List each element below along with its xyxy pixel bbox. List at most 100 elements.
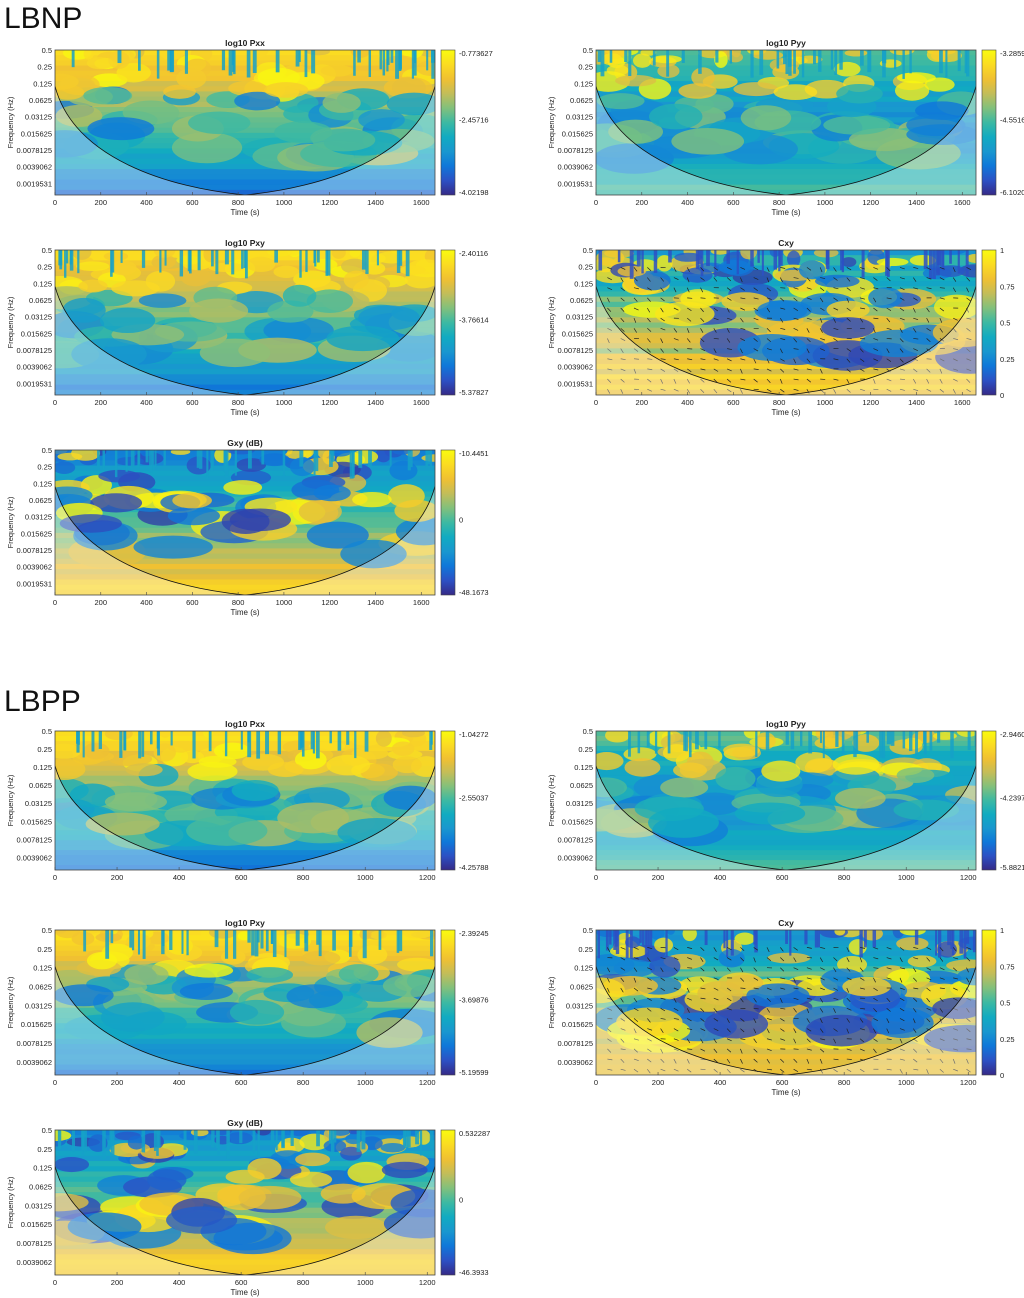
phase-arrow bbox=[713, 317, 719, 321]
heatmap-row bbox=[55, 740, 435, 747]
heatmap-spike bbox=[419, 1130, 423, 1156]
phase-arrow bbox=[966, 1008, 970, 1013]
heatmap-spike bbox=[228, 50, 233, 76]
plot-frame bbox=[595, 249, 977, 396]
phase-arrow bbox=[766, 977, 772, 981]
phase-arrow bbox=[886, 277, 891, 282]
panel-title: Gxy (dB) bbox=[227, 1118, 263, 1128]
phase-arrow bbox=[753, 1028, 757, 1034]
phase-arrow bbox=[779, 378, 783, 384]
heatmap-blob bbox=[842, 976, 891, 997]
heatmap-blob bbox=[370, 930, 387, 940]
phase-arrow bbox=[806, 378, 812, 383]
y-tick-label: 0.03125 bbox=[25, 113, 52, 122]
phase-arrow bbox=[620, 307, 625, 312]
heatmap-spike bbox=[959, 930, 964, 954]
y-tick-label: 0.5 bbox=[583, 46, 593, 55]
phase-arrow bbox=[873, 338, 879, 341]
heatmap-blob bbox=[894, 80, 930, 101]
heatmap-field bbox=[596, 50, 976, 195]
phase-arrow bbox=[700, 1008, 705, 1013]
heatmap-spike bbox=[398, 930, 403, 952]
phase-arrow bbox=[859, 1038, 865, 1043]
phase-arrow bbox=[607, 327, 612, 331]
heatmap-blob bbox=[923, 1025, 976, 1053]
phase-arrow bbox=[660, 378, 664, 384]
phase-arrow bbox=[660, 307, 664, 313]
heatmap-blob bbox=[833, 61, 861, 77]
phase-arrow bbox=[820, 977, 825, 981]
phase-arrow bbox=[633, 1028, 637, 1034]
phase-arrow bbox=[607, 358, 613, 361]
phase-arrow bbox=[833, 1068, 838, 1073]
phase-arrow bbox=[926, 1007, 932, 1011]
phase-arrow bbox=[673, 368, 679, 372]
phase-arrow bbox=[647, 957, 651, 962]
phase-arrow bbox=[859, 317, 864, 323]
heatmap-spike bbox=[757, 250, 760, 263]
heatmap-blob bbox=[734, 932, 756, 945]
heatmap-spike bbox=[695, 250, 700, 270]
phase-arrow bbox=[780, 1018, 785, 1022]
y-axis-label: Frequency (Hz) bbox=[6, 496, 15, 548]
phase-arrow bbox=[806, 1068, 812, 1071]
phase-arrow bbox=[899, 277, 905, 280]
heatmap-spike bbox=[714, 250, 717, 278]
y-tick-label: 0.0078125 bbox=[17, 146, 52, 155]
y-axis-label: Frequency (Hz) bbox=[547, 976, 556, 1028]
heatmap-blob bbox=[289, 1130, 310, 1137]
phase-arrow bbox=[620, 1068, 626, 1071]
phase-arrow bbox=[620, 977, 625, 982]
heatmap-row bbox=[55, 950, 435, 957]
colorbar-tick-label: -48.1673 bbox=[459, 588, 489, 597]
phase-arrow bbox=[793, 297, 798, 302]
heatmap-row bbox=[596, 840, 976, 847]
phase-arrow bbox=[607, 348, 612, 353]
phase-arrow bbox=[660, 287, 665, 292]
phase-arrow bbox=[806, 358, 811, 363]
phase-arrow bbox=[793, 1028, 797, 1034]
y-tick-label: 0.25 bbox=[37, 1145, 52, 1154]
heatmap-blob bbox=[798, 260, 826, 280]
phase-arrow bbox=[687, 997, 692, 1001]
y-tick-label: 0.25 bbox=[37, 945, 52, 954]
heatmap-spike bbox=[841, 731, 845, 755]
phase-arrow bbox=[673, 957, 679, 961]
phase-arrow bbox=[607, 378, 612, 383]
heatmap-blob bbox=[299, 1133, 330, 1151]
heatmap-spike bbox=[337, 731, 342, 751]
colorbar bbox=[440, 449, 456, 596]
phase-arrow bbox=[700, 368, 706, 371]
heatmap-spike bbox=[224, 250, 229, 265]
phase-arrow bbox=[740, 957, 745, 962]
heatmap-row bbox=[55, 169, 435, 176]
phase-arrow bbox=[846, 378, 850, 384]
colorbar bbox=[981, 249, 997, 396]
heatmap-spike bbox=[597, 50, 602, 63]
y-tick-label: 0.03125 bbox=[566, 1001, 593, 1010]
phase-arrow bbox=[607, 1048, 612, 1053]
phase-arrow bbox=[873, 277, 878, 281]
heatmap-spike bbox=[685, 731, 688, 752]
phase-arrow bbox=[700, 1028, 706, 1031]
heatmap-spike bbox=[668, 250, 672, 263]
heatmap-row bbox=[55, 1064, 435, 1071]
heatmap-spike bbox=[284, 930, 287, 958]
colorbar-tick-label: 0 bbox=[459, 1196, 463, 1205]
heatmap-field bbox=[596, 731, 976, 870]
y-axis-label: Frequency (Hz) bbox=[6, 774, 15, 826]
y-tick-label: 0.25 bbox=[37, 63, 52, 72]
heatmap-spike bbox=[617, 250, 621, 263]
heatmap-spike bbox=[646, 731, 650, 747]
heatmap-spike bbox=[641, 250, 644, 274]
heatmap-spike bbox=[860, 50, 864, 66]
heatmap-blob bbox=[246, 967, 294, 983]
phase-arrow bbox=[647, 1028, 653, 1031]
phase-arrow bbox=[886, 1048, 892, 1051]
heatmap-blob bbox=[649, 103, 703, 130]
x-axis-label: Time (s) bbox=[771, 208, 800, 217]
phase-arrow bbox=[926, 287, 932, 290]
heatmap-spike bbox=[310, 731, 314, 750]
phase-arrow bbox=[819, 297, 824, 303]
y-tick-label: 0.5 bbox=[583, 727, 593, 736]
